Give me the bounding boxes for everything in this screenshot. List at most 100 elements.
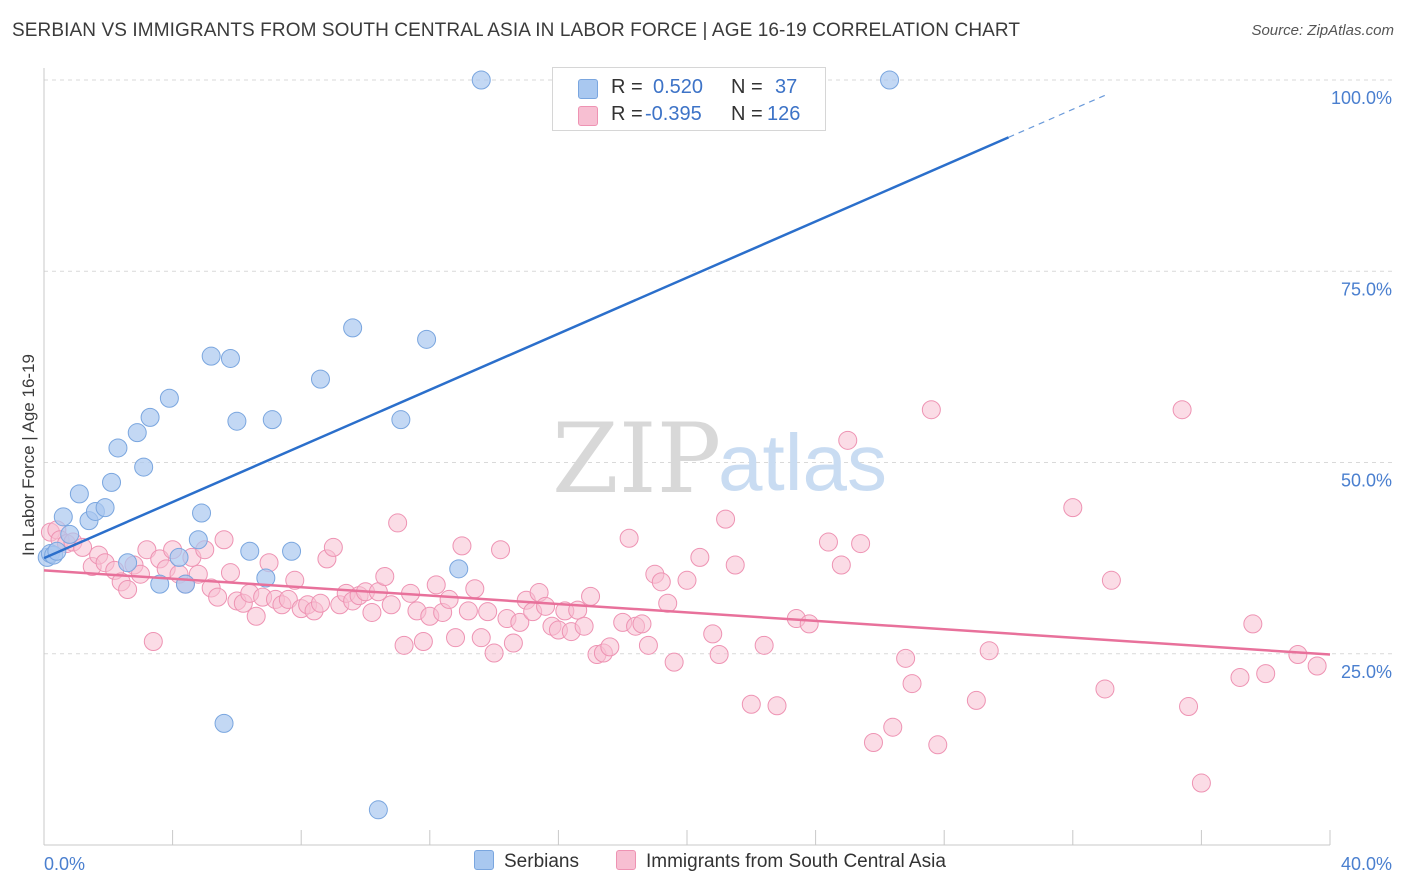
immigrants-point (465, 579, 485, 599)
immigrants-point (1063, 498, 1083, 518)
serbians-point (240, 541, 260, 561)
immigrants-point (310, 593, 330, 613)
watermark-atlas: atlas (718, 418, 887, 507)
immigrants-point (439, 589, 459, 609)
serbians-point (150, 574, 170, 594)
legend-r-value: 0.520 (653, 76, 704, 98)
serbians-point (214, 713, 234, 733)
immigrants-point (375, 566, 395, 586)
serbians-point (256, 568, 276, 588)
serbians-point (108, 438, 128, 458)
serbians-point (192, 503, 212, 523)
immigrants-point (638, 635, 658, 655)
immigrants-point (921, 400, 941, 420)
immigrants-point (883, 717, 903, 737)
immigrants-point (246, 606, 266, 626)
serbians-trend-extension (1008, 94, 1106, 138)
axes (43, 68, 1331, 846)
immigrants-point (1243, 614, 1263, 634)
immigrants-point (703, 624, 723, 644)
immigrants-point (818, 532, 838, 552)
serbians-point (69, 484, 89, 504)
legend-r-label: R = (611, 103, 643, 125)
immigrants-point (491, 540, 511, 560)
source-credit: Source: ZipAtlas.com (1251, 22, 1394, 39)
immigrants-point (278, 589, 298, 609)
immigrants-point (137, 540, 157, 560)
immigrants-point (754, 635, 774, 655)
y-tick-label: 100.0% (1331, 88, 1392, 108)
immigrants-swatch (578, 106, 598, 126)
serbians-point (343, 318, 363, 338)
immigrants-point (381, 595, 401, 615)
serbians-point (102, 472, 122, 492)
immigrants-point (143, 632, 163, 652)
immigrants-point (1230, 667, 1250, 687)
x-tick-min: 0.0% (44, 854, 85, 874)
serbians-point (282, 541, 302, 561)
immigrants-point (214, 530, 234, 550)
immigrants-point (677, 570, 697, 590)
serbians-point (95, 498, 115, 518)
watermark-zip: ZIP (552, 403, 721, 515)
immigrants-trend-line (43, 569, 1331, 656)
immigrants-point (471, 628, 491, 648)
immigrants-point (1101, 570, 1121, 590)
y-tick-label: 75.0% (1341, 279, 1392, 299)
immigrants-point (581, 586, 601, 606)
immigrants-point (188, 564, 208, 584)
serbians-point (471, 70, 491, 90)
legend-n-label: N = (731, 103, 763, 125)
serbians-point (159, 388, 179, 408)
immigrants-point (536, 596, 556, 616)
immigrants-point (362, 602, 382, 622)
immigrants-point (902, 674, 922, 694)
immigrants-point (851, 534, 871, 554)
immigrants-point (741, 694, 761, 714)
immigrants-point (259, 553, 279, 573)
immigrants-point (831, 555, 851, 575)
serbians-point (188, 530, 208, 550)
immigrants-point (896, 648, 916, 668)
serbians-point (60, 524, 80, 544)
immigrants-point (388, 513, 408, 533)
serbians-point (368, 800, 388, 820)
y-tick-label: 50.0% (1341, 471, 1392, 491)
y-tick-labels: 25.0% 50.0% 75.0% 100.0% (1331, 88, 1392, 682)
serbians-point (227, 411, 247, 431)
immigrants-point (394, 635, 414, 655)
gridlines (44, 79, 1392, 655)
immigrants-point (651, 572, 671, 592)
serbians-point (134, 457, 154, 477)
immigrants-point (1095, 679, 1115, 699)
serbians-legend-label: Serbians (504, 851, 579, 872)
immigrants-point (664, 652, 684, 672)
serbians-point (53, 507, 73, 527)
serbians-point (310, 369, 330, 389)
trend-lines (43, 94, 1331, 656)
immigrants-point (574, 616, 594, 636)
legend-n-value: 126 (767, 103, 801, 125)
serbians-point (880, 70, 900, 90)
immigrants-point (208, 587, 228, 607)
immigrants-point (1256, 664, 1276, 684)
immigrants-point (1307, 656, 1327, 676)
immigrants-point (484, 643, 504, 663)
serbians-point (417, 329, 437, 349)
immigrants-point (413, 632, 433, 652)
legend-r-label: R = (611, 76, 643, 98)
serbians-point (127, 423, 147, 443)
correlation-legend: R = 0.520 N = 37 R = -0.395 N = 126 (552, 67, 826, 131)
immigrants-point (600, 637, 620, 657)
immigrants-point (690, 547, 710, 567)
immigrants-points (40, 400, 1327, 793)
immigrants-point (458, 601, 478, 621)
serbians-point (262, 410, 282, 430)
immigrants-point (966, 690, 986, 710)
serbians-point (220, 348, 240, 368)
serbians-point (449, 559, 469, 579)
immigrants-legend-swatch (616, 850, 636, 870)
immigrants-point (478, 602, 498, 622)
serbians-swatch (578, 79, 598, 99)
